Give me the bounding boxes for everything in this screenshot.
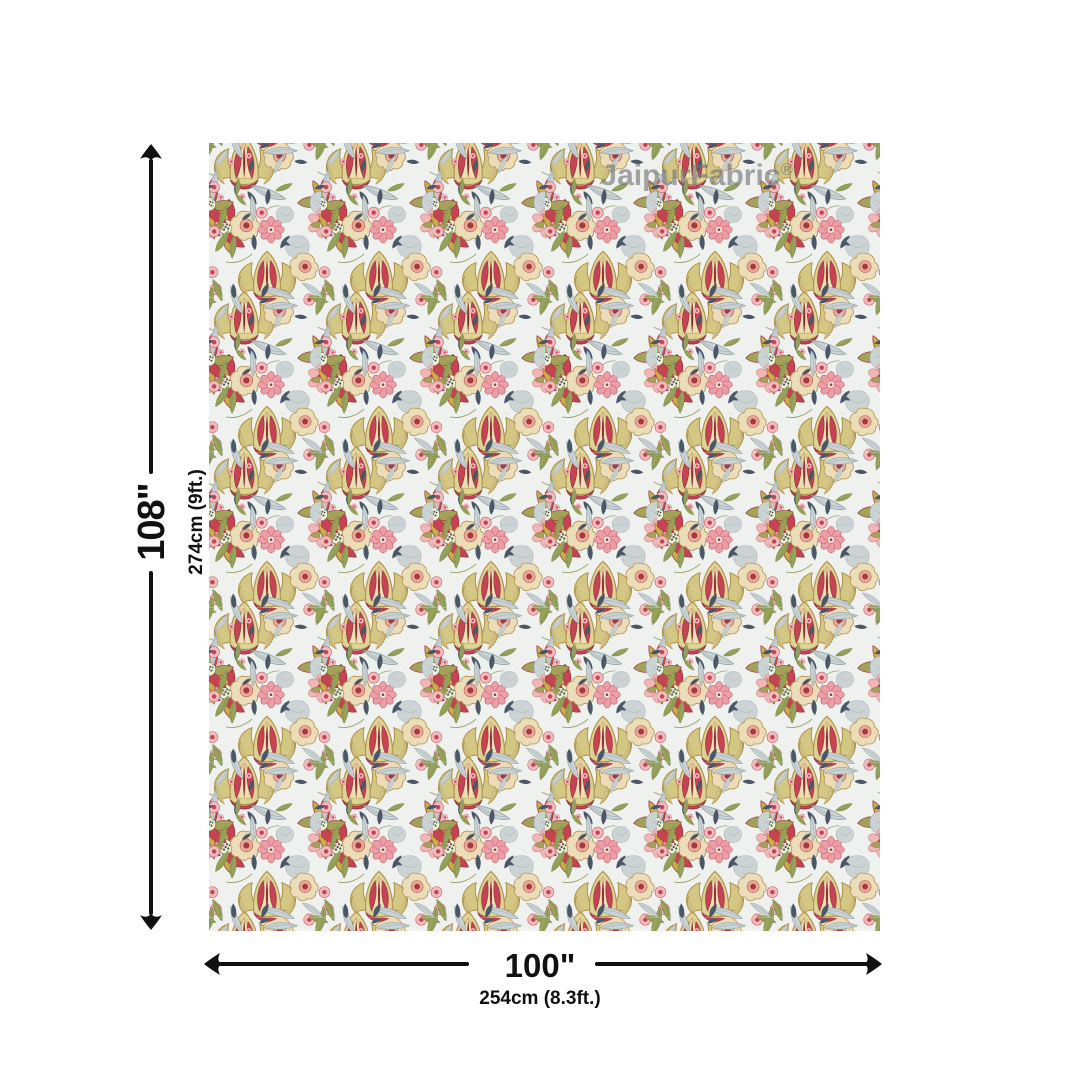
svg-text:JaipurFabric®: JaipurFabric® [600, 159, 793, 192]
